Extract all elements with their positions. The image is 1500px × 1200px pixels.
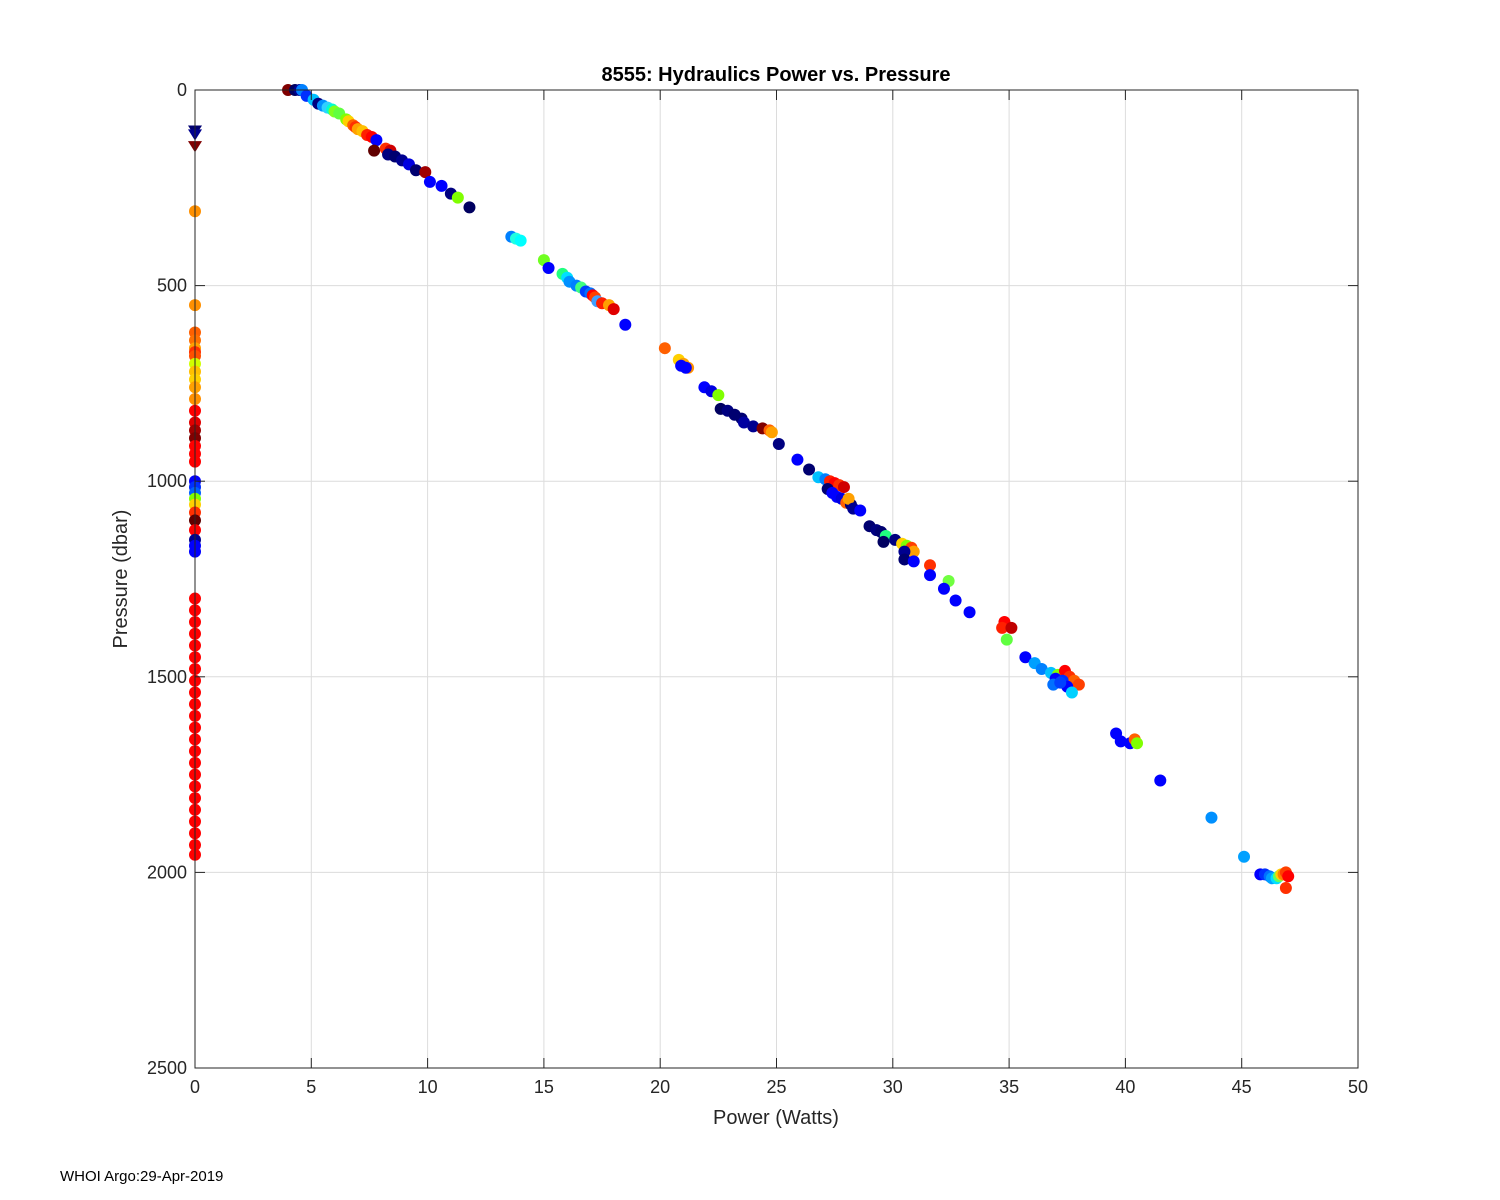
- data-point: [1282, 870, 1295, 883]
- data-point: [1000, 633, 1013, 646]
- data-point: [1072, 678, 1085, 691]
- data-point: [907, 545, 920, 558]
- y-tick-label: 2500: [147, 1058, 187, 1078]
- data-point: [514, 234, 527, 247]
- x-tick-label: 15: [534, 1077, 554, 1097]
- y-tick-label: 1500: [147, 667, 187, 687]
- data-point: [1019, 651, 1032, 664]
- data-point: [423, 175, 436, 188]
- data-point: [765, 426, 778, 439]
- data-point: [907, 555, 920, 568]
- data-point: [607, 303, 620, 316]
- x-tick-label: 10: [418, 1077, 438, 1097]
- chart-title: 8555: Hydraulics Power vs. Pressure: [601, 64, 950, 86]
- data-point: [679, 361, 692, 374]
- y-tick-label: 0: [177, 80, 187, 100]
- x-tick-label: 5: [306, 1077, 316, 1097]
- data-point: [924, 559, 937, 572]
- y-tick-label: 2000: [147, 862, 187, 882]
- data-point: [1154, 774, 1167, 787]
- data-point: [842, 492, 855, 505]
- data-point: [1054, 676, 1067, 689]
- data-point: [747, 420, 760, 433]
- data-point: [619, 318, 632, 331]
- data-point: [1114, 735, 1127, 748]
- x-tick-label: 30: [883, 1077, 903, 1097]
- data-point: [451, 191, 464, 204]
- data-point: [435, 179, 448, 192]
- x-tick-label: 40: [1115, 1077, 1135, 1097]
- y-tick-label: 500: [157, 276, 187, 296]
- data-point: [1238, 850, 1251, 863]
- data-point: [658, 342, 671, 355]
- data-point: [409, 164, 422, 177]
- data-point: [542, 261, 555, 274]
- data-point: [949, 594, 962, 607]
- x-tick-label: 25: [766, 1077, 786, 1097]
- data-point: [1005, 621, 1018, 634]
- y-tick-label: 1000: [147, 471, 187, 491]
- data-point: [1279, 882, 1292, 895]
- data-point: [854, 504, 867, 517]
- x-tick-label: 50: [1348, 1077, 1368, 1097]
- footer-text: WHOI Argo:29-Apr-2019: [60, 1168, 224, 1185]
- data-point: [1035, 662, 1048, 675]
- data-point: [368, 144, 381, 157]
- data-point: [1205, 811, 1218, 824]
- data-point: [803, 463, 816, 476]
- data-point: [1131, 737, 1144, 750]
- x-tick-label: 0: [190, 1077, 200, 1097]
- x-tick-label: 45: [1232, 1077, 1252, 1097]
- data-point: [772, 438, 785, 451]
- x-axis-label: Power (Watts): [713, 1107, 839, 1129]
- data-point: [463, 201, 476, 214]
- y-axis-label: Pressure (dbar): [110, 510, 132, 649]
- data-point: [837, 481, 850, 494]
- x-tick-label: 20: [650, 1077, 670, 1097]
- data-point: [370, 134, 383, 147]
- x-tick-label: 35: [999, 1077, 1019, 1097]
- data-point: [898, 553, 911, 566]
- data-point: [737, 416, 750, 429]
- data-point: [877, 535, 890, 548]
- data-points: [188, 84, 1295, 895]
- data-point: [996, 621, 1009, 634]
- data-point: [791, 453, 804, 466]
- data-point: [712, 389, 725, 402]
- data-point: [963, 606, 976, 619]
- data-point: [419, 166, 432, 179]
- data-point: [1065, 686, 1078, 699]
- data-point: [924, 569, 937, 582]
- data-point: [937, 582, 950, 595]
- grid: [195, 90, 1358, 1068]
